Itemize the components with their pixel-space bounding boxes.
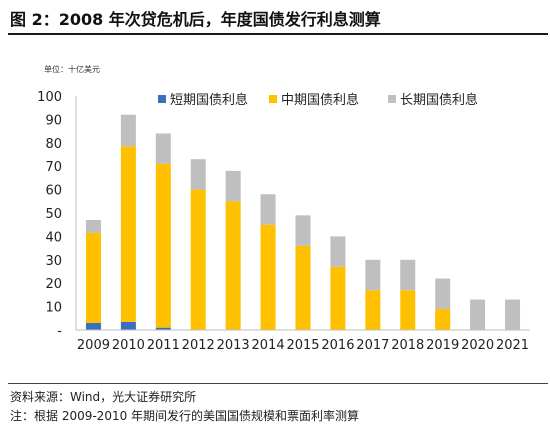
y-tick-label: 10 <box>45 301 62 316</box>
bars <box>85 114 521 330</box>
bar-segment-long <box>225 170 241 202</box>
bar-segment-long <box>190 159 206 190</box>
bar-segment-long <box>295 215 311 246</box>
title-divider <box>8 33 548 35</box>
x-tick-label: 2021 <box>496 338 529 353</box>
bar-segment-mid <box>260 224 276 330</box>
legend-label: 中期国债利息 <box>281 92 359 108</box>
legend-swatch-long <box>388 95 396 103</box>
legend-label: 短期国债利息 <box>170 92 248 108</box>
unit-label: 单位：十亿美元 <box>44 64 100 74</box>
y-tick-label: 90 <box>45 113 62 128</box>
y-tick-label: 40 <box>45 230 62 245</box>
y-tick-label: 70 <box>45 160 62 175</box>
bar-segment-long <box>365 259 381 291</box>
y-tick-label: 80 <box>45 137 62 152</box>
x-tick-label: 2015 <box>286 338 319 353</box>
x-tick-label: 2016 <box>321 338 354 353</box>
bar-segment-long <box>85 220 101 233</box>
x-tick-label: 2012 <box>182 338 215 353</box>
x-tick-label: 2020 <box>461 338 494 353</box>
y-tick-label: - <box>57 324 62 339</box>
y-tick-label: 100 <box>37 90 62 105</box>
x-tick-label: 2011 <box>147 338 180 353</box>
bar-segment-short <box>120 321 136 330</box>
x-tick-label: 2017 <box>356 338 389 353</box>
stacked-bar-chart: 单位：十亿美元 短期国债利息 中期国债利息 长期国债利息 - 10 20 30 40 50 60… <box>37 64 530 353</box>
bar-segment-long <box>260 194 276 225</box>
bar-segment-long <box>155 133 171 164</box>
bar-segment-short <box>155 327 171 330</box>
bar-segment-long <box>120 114 136 147</box>
bar-segment-mid <box>295 245 311 330</box>
x-tick-label: 2014 <box>252 338 285 353</box>
y-tick-label: 20 <box>45 277 62 292</box>
calculation-note: 注：根据 2009-2010 年期间发行的美国国债规模和票面利率测算 <box>10 409 360 423</box>
x-tick-label: 2019 <box>426 338 459 353</box>
bar-segment-mid <box>85 232 101 323</box>
bar-segment-long <box>400 259 416 291</box>
bar-segment-long <box>435 278 451 309</box>
x-tick-label: 2018 <box>391 338 424 353</box>
bar-segment-mid <box>120 146 136 322</box>
bar-segment-mid <box>155 163 171 328</box>
x-tick-label: 2013 <box>217 338 250 353</box>
source-note: 资料来源：Wind，光大证券研究所 <box>10 390 197 404</box>
bar-segment-mid <box>400 290 416 330</box>
bar-segment-long <box>470 299 486 330</box>
legend-swatch-short <box>158 95 166 103</box>
bar-segment-mid <box>435 308 451 330</box>
bar-segment-mid <box>225 201 241 330</box>
figure-title: 图 2：2008 年次贷危机后，年度国债发行利息测算 <box>10 10 381 29</box>
x-tick-label: 2010 <box>112 338 145 353</box>
bar-segment-long <box>330 236 346 267</box>
y-tick-label: 50 <box>45 207 62 222</box>
footer-divider <box>8 383 548 384</box>
legend: 短期国债利息 中期国债利息 长期国债利息 <box>158 92 478 108</box>
x-axis: 2009 2010 2011 2012 2013 2014 2015 2016 2017 2018… <box>76 329 530 353</box>
legend-swatch-mid <box>269 95 277 103</box>
bar-segment-mid <box>365 290 381 330</box>
bar-segment-short <box>85 322 101 330</box>
y-tick-label: 30 <box>45 254 62 269</box>
x-tick-label: 2009 <box>77 338 110 353</box>
y-axis: - 10 20 30 40 50 60 70 80 90 100 <box>37 90 77 339</box>
bar-segment-mid <box>190 189 206 330</box>
bar-segment-mid <box>330 266 346 330</box>
legend-label: 长期国债利息 <box>400 92 478 108</box>
y-tick-label: 60 <box>45 184 62 199</box>
bar-segment-long <box>505 299 521 330</box>
